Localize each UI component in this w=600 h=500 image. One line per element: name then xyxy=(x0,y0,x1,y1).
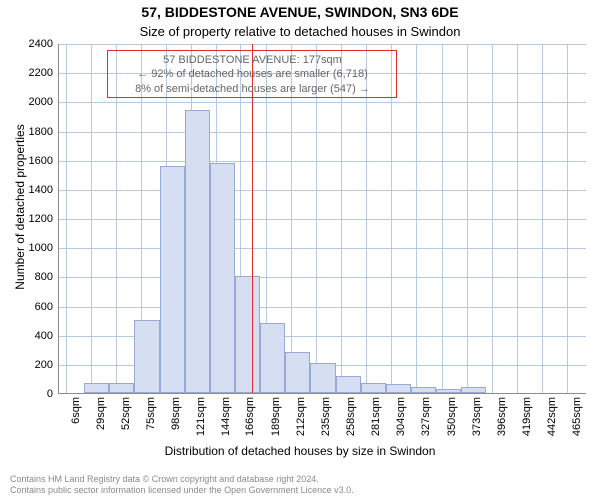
histogram-bar xyxy=(185,110,210,393)
y-tick-label: 1600 xyxy=(29,155,53,167)
histogram-bar xyxy=(436,389,461,393)
copyright-line: Contains public sector information licen… xyxy=(10,485,354,496)
gridline-h xyxy=(59,219,586,220)
x-tick-label: 396sqm xyxy=(496,397,508,436)
y-tick-label: 2400 xyxy=(29,38,53,50)
histogram-bar xyxy=(84,383,109,393)
y-tick-label: 1200 xyxy=(29,213,53,225)
y-axis-label: Number of detached properties xyxy=(13,57,27,357)
gridline-v xyxy=(91,44,92,393)
gridline-h xyxy=(59,102,586,103)
gridline-v xyxy=(542,44,543,393)
gridline-h xyxy=(59,132,586,133)
x-tick-label: 121sqm xyxy=(195,397,207,436)
histogram-bar xyxy=(461,387,486,393)
gridline-v xyxy=(467,44,468,393)
annotation-line: 8% of semi-detached houses are larger (5… xyxy=(112,82,392,96)
x-tick-label: 419sqm xyxy=(521,397,533,436)
y-tick-label: 600 xyxy=(35,301,53,313)
gridline-v xyxy=(66,44,67,393)
x-tick-label: 75sqm xyxy=(145,397,157,430)
histogram-bar xyxy=(160,166,185,394)
x-tick-label: 6sqm xyxy=(70,397,82,424)
histogram-bar xyxy=(134,320,159,393)
annotation-line: ← 92% of detached houses are smaller (6,… xyxy=(112,67,392,81)
x-tick-label: 235sqm xyxy=(320,397,332,436)
histogram-bar xyxy=(260,323,285,393)
x-tick-label: 52sqm xyxy=(120,397,132,430)
gridline-h xyxy=(59,307,586,308)
x-tick-label: 212sqm xyxy=(295,397,307,436)
gridline-v xyxy=(567,44,568,393)
x-axis-label: Distribution of detached houses by size … xyxy=(0,444,600,458)
gridline-h xyxy=(59,248,586,249)
gridline-v xyxy=(442,44,443,393)
gridline-v xyxy=(517,44,518,393)
y-tick-label: 1000 xyxy=(29,242,53,254)
x-tick-label: 465sqm xyxy=(571,397,583,436)
histogram-bar xyxy=(285,352,310,393)
y-tick-label: 400 xyxy=(35,330,53,342)
gridline-v xyxy=(416,44,417,393)
x-tick-label: 29sqm xyxy=(95,397,107,430)
x-tick-label: 327sqm xyxy=(420,397,432,436)
x-tick-label: 442sqm xyxy=(546,397,558,436)
y-tick-label: 2000 xyxy=(29,96,53,108)
histogram-bar xyxy=(310,363,335,393)
annotation-line: 57 BIDDESTONE AVENUE: 177sqm xyxy=(112,53,392,67)
copyright-line: Contains HM Land Registry data © Crown c… xyxy=(10,474,354,485)
x-tick-label: 350sqm xyxy=(446,397,458,436)
histogram-bar xyxy=(386,384,411,393)
chart-subtitle: Size of property relative to detached ho… xyxy=(0,24,600,39)
x-tick-label: 166sqm xyxy=(244,397,256,436)
chart-title: 57, BIDDESTONE AVENUE, SWINDON, SN3 6DE xyxy=(0,4,600,20)
x-tick-label: 373sqm xyxy=(471,397,483,436)
histogram-bar xyxy=(109,383,134,393)
plot-area: 0200400600800100012001400160018002000220… xyxy=(58,44,586,394)
x-tick-label: 258sqm xyxy=(345,397,357,436)
gridline-h xyxy=(59,190,586,191)
x-tick-label: 281sqm xyxy=(370,397,382,436)
gridline-h xyxy=(59,44,586,45)
histogram-bar xyxy=(210,163,235,393)
gridline-h xyxy=(59,161,586,162)
histogram-bar xyxy=(411,387,436,393)
x-tick-label: 304sqm xyxy=(395,397,407,436)
histogram-bar xyxy=(361,383,386,393)
x-tick-label: 189sqm xyxy=(270,397,282,436)
y-tick-label: 800 xyxy=(35,271,53,283)
gridline-v xyxy=(492,44,493,393)
annotation-box: 57 BIDDESTONE AVENUE: 177sqm← 92% of det… xyxy=(107,50,397,98)
copyright-notice: Contains HM Land Registry data © Crown c… xyxy=(10,474,354,496)
gridline-h xyxy=(59,277,586,278)
y-tick-label: 0 xyxy=(47,388,53,400)
histogram-bar xyxy=(336,376,361,394)
y-tick-label: 1800 xyxy=(29,126,53,138)
histogram-bar xyxy=(235,276,260,393)
y-tick-label: 1400 xyxy=(29,184,53,196)
x-tick-label: 98sqm xyxy=(170,397,182,430)
y-tick-label: 200 xyxy=(35,359,53,371)
x-tick-label: 144sqm xyxy=(220,397,232,436)
y-tick-label: 2200 xyxy=(29,67,53,79)
